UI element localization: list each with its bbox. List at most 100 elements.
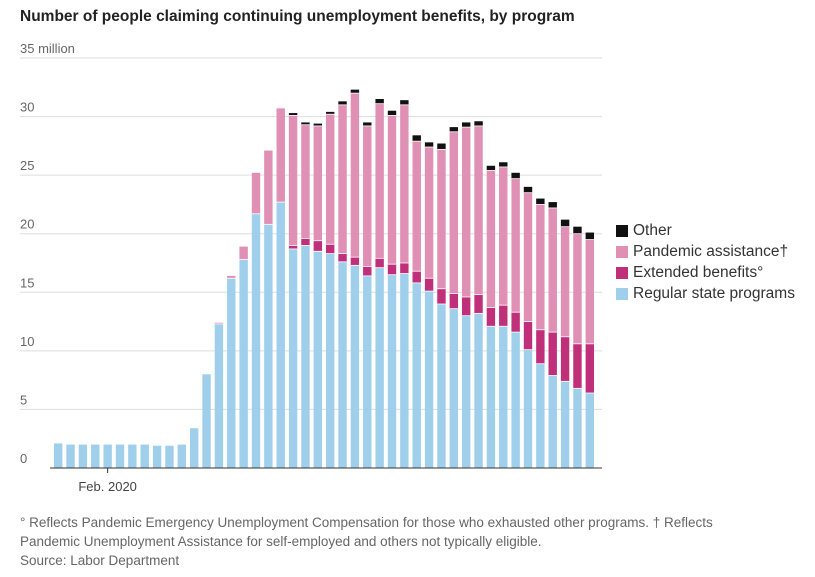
bar-segment: [350, 93, 360, 258]
bar-segment: [424, 278, 434, 292]
footnote: ° Reflects Pandemic Emergency Unemployme…: [20, 513, 780, 570]
bar-segment: [251, 172, 261, 214]
bar-segment: [486, 307, 496, 327]
bar-segment: [325, 111, 335, 115]
bar-segment: [511, 172, 520, 179]
bar-segment: [573, 226, 582, 234]
bar-segment: [536, 329, 545, 364]
y-tick-label: 25: [20, 158, 34, 173]
bar-segment: [363, 266, 372, 276]
bar-segment: [264, 150, 273, 225]
bar-segment: [363, 125, 372, 267]
bar-segment: [363, 122, 372, 126]
bar-segment: [548, 202, 557, 208]
bar-segment: [585, 239, 595, 344]
bar-segment: [560, 381, 570, 468]
bar-segment: [375, 99, 384, 104]
bar-chart: 0 5 10 15 20 25 30 35 million Feb. 2020: [20, 41, 602, 494]
bar-segment: [165, 445, 174, 468]
bar-segment: [202, 374, 211, 468]
bar-segment: [523, 192, 533, 322]
bar-segment: [288, 115, 298, 246]
bar-segment: [424, 147, 434, 279]
bar-segment: [301, 122, 310, 125]
bar-segment: [301, 238, 310, 246]
bar-segment: [400, 104, 409, 263]
bar-segment: [189, 428, 199, 468]
bar-segment: [412, 135, 421, 142]
bar-segment: [338, 101, 347, 105]
bar-segment: [511, 178, 520, 313]
legend-label-extended: Extended benefits°: [633, 263, 764, 281]
bar-segment: [499, 166, 508, 306]
bar-segment: [264, 224, 273, 468]
bar-segment: [53, 443, 63, 468]
bar-segment: [548, 207, 557, 333]
bar-segment: [338, 253, 347, 262]
legend-item-pandemic: Pandemic assistance†: [616, 241, 795, 262]
bar-segment: [560, 226, 570, 337]
legend-label-other: Other: [633, 221, 672, 239]
bar-segment: [585, 393, 595, 468]
bar-segment: [548, 375, 557, 468]
legend-label-pandemic: Pandemic assistance†: [633, 242, 789, 260]
bar-segment: [350, 265, 360, 468]
bar-segment: [140, 444, 149, 468]
bar-segment: [449, 308, 459, 468]
bar-segment: [338, 104, 347, 254]
bar-segment: [499, 326, 508, 468]
chart-title: Number of people claiming continuing une…: [20, 8, 575, 25]
bar-segment: [152, 445, 162, 468]
legend-item-regular: Regular state programs: [616, 283, 795, 304]
bar-segment: [412, 271, 421, 283]
legend-swatch-pandemic: [616, 245, 628, 258]
bar-segment: [276, 202, 285, 469]
bar-segment: [449, 131, 459, 294]
bar-segment: [511, 332, 520, 468]
x-tick-label: Feb. 2020: [78, 479, 137, 494]
bar-segment: [177, 444, 187, 468]
bar-segment: [585, 343, 595, 394]
bar-segment: [301, 124, 310, 239]
bar-segment: [523, 349, 533, 468]
bar-segment: [474, 294, 483, 314]
bar-segment: [239, 246, 248, 260]
y-tick-label: 30: [20, 100, 34, 115]
source-line: Source: Labor Department: [20, 553, 180, 568]
bar-segment: [78, 444, 88, 468]
bar-segment: [461, 315, 471, 468]
bar-segment: [363, 275, 372, 468]
y-tick-label: 0: [20, 451, 27, 466]
bar-segment: [66, 444, 75, 468]
bar-segment: [437, 143, 446, 150]
bar-segment: [387, 274, 397, 468]
bar-segment: [227, 278, 236, 468]
bar-segment: [585, 232, 595, 240]
bar-segment: [523, 186, 533, 193]
bar-segment: [461, 122, 471, 128]
bar-segment: [350, 89, 360, 94]
bar-segment: [536, 363, 545, 468]
bar-segment: [474, 313, 483, 468]
bar-segment: [486, 170, 496, 308]
bar-segment: [313, 240, 323, 252]
bar-segment: [239, 259, 248, 468]
bar-segment: [251, 213, 261, 468]
bar-segment: [325, 244, 335, 254]
legend-label-regular: Regular state programs: [633, 284, 795, 302]
legend: Other Pandemic assistance† Extended bene…: [616, 220, 795, 304]
bar-segment: [511, 312, 520, 333]
bar-segment: [325, 253, 335, 468]
bar-segment: [573, 343, 582, 389]
legend-item-other: Other: [616, 220, 795, 241]
bar-segment: [474, 125, 483, 295]
bar-segment: [573, 233, 582, 344]
bar-segment: [499, 162, 508, 167]
bar-segment: [400, 100, 409, 105]
bar-segment: [461, 296, 471, 316]
bar-segment: [375, 103, 384, 259]
bar-segment: [474, 121, 483, 126]
footnote-line-1: ° Reflects Pandemic Emergency Unemployme…: [20, 515, 713, 530]
bar-segment: [288, 113, 298, 116]
y-tick-label: 20: [20, 217, 34, 232]
